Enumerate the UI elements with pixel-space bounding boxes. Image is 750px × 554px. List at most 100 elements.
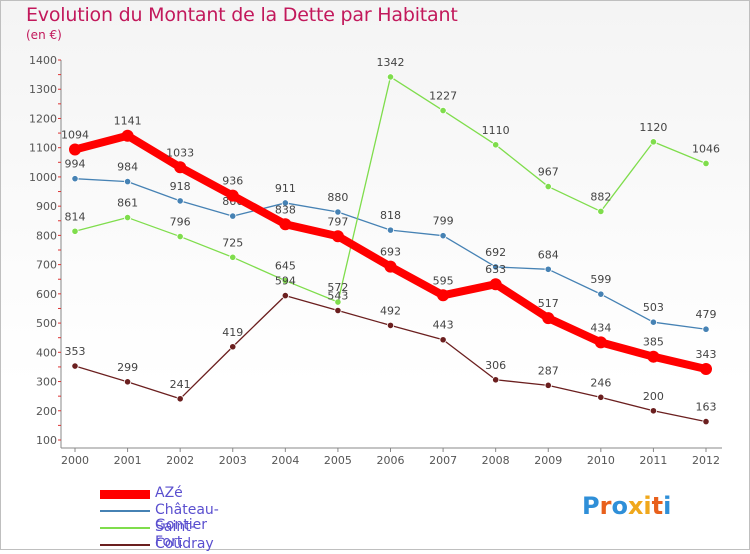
y-tick-label: 1000 <box>29 171 57 184</box>
y-tick-label: 600 <box>36 288 57 301</box>
data-point <box>542 312 555 325</box>
data-label: 599 <box>590 273 611 286</box>
data-label: 443 <box>433 319 454 332</box>
data-label: 595 <box>433 274 454 287</box>
data-point <box>229 253 237 261</box>
data-point <box>121 129 134 142</box>
data-label: 994 <box>65 158 86 171</box>
data-point <box>700 362 712 375</box>
logo-letter: i <box>663 492 672 520</box>
proxiti-logo: Proxiti <box>582 492 671 520</box>
data-label: 241 <box>170 378 191 391</box>
data-label: 306 <box>485 359 506 372</box>
data-label: 503 <box>643 301 664 314</box>
data-point <box>123 378 132 386</box>
data-label: 725 <box>222 236 243 249</box>
data-point <box>702 417 710 426</box>
data-label: 633 <box>485 263 506 276</box>
data-point <box>544 182 552 191</box>
x-tick-label: 2007 <box>429 454 457 467</box>
data-label: 419 <box>222 326 243 339</box>
data-label: 572 <box>327 281 348 294</box>
data-point <box>597 393 605 401</box>
data-label: 645 <box>275 260 296 273</box>
y-tick-label: 1400 <box>29 54 57 67</box>
data-label: 353 <box>65 345 86 358</box>
x-tick-label: 2009 <box>534 454 562 467</box>
data-point <box>702 325 710 333</box>
y-tick-label: 300 <box>36 376 57 389</box>
data-label: 1110 <box>482 124 510 137</box>
data-point <box>492 263 500 271</box>
data-point <box>71 175 79 183</box>
y-tick-label: 800 <box>36 229 57 242</box>
y-tick-label: 1100 <box>29 142 57 155</box>
data-point <box>334 208 342 216</box>
data-point <box>71 227 79 235</box>
data-point <box>386 226 395 234</box>
data-label: 1227 <box>429 90 457 103</box>
data-point <box>174 161 187 174</box>
legend-label-saint-fort: Saint-Fort <box>155 519 196 550</box>
data-point <box>702 159 710 168</box>
data-label: 882 <box>590 190 611 203</box>
data-label: 814 <box>65 210 86 223</box>
legend-swatch-chateau-gontier <box>100 510 150 512</box>
data-point <box>229 212 237 220</box>
data-label: 936 <box>222 175 243 188</box>
data-label: 517 <box>538 297 559 310</box>
data-label: 543 <box>327 290 348 303</box>
y-tick-label: 900 <box>36 200 57 213</box>
x-tick-label: 2008 <box>482 454 510 467</box>
data-point <box>123 178 132 186</box>
logo-letter: t <box>651 492 664 520</box>
data-label: 796 <box>170 216 191 229</box>
x-tick-label: 2006 <box>377 454 405 467</box>
y-tick-label: 500 <box>36 317 57 330</box>
data-point <box>439 336 447 344</box>
data-label: 797 <box>327 215 348 228</box>
y-tick-label: 1200 <box>29 112 57 125</box>
data-label: 967 <box>538 166 559 179</box>
data-point <box>439 106 447 115</box>
data-label: 343 <box>696 348 717 361</box>
logo-letter: o <box>611 492 628 520</box>
data-point <box>492 141 500 149</box>
data-label: 692 <box>485 246 506 259</box>
data-label: 684 <box>538 248 559 261</box>
data-label: 693 <box>380 246 401 259</box>
data-label: 246 <box>590 376 611 389</box>
data-point <box>647 350 660 363</box>
y-tick-label: 200 <box>36 405 57 418</box>
data-point <box>437 289 450 302</box>
y-tick-label: 1300 <box>29 83 57 96</box>
data-point <box>649 407 658 415</box>
data-point <box>71 362 79 370</box>
x-tick-label: 2010 <box>587 454 615 467</box>
chart-title: Evolution du Montant de la Dette par Hab… <box>26 4 458 26</box>
data-label: 479 <box>696 308 717 321</box>
y-tick-label: 400 <box>36 346 57 359</box>
data-point <box>489 278 502 291</box>
data-label: 594 <box>275 275 296 288</box>
data-point <box>123 213 132 222</box>
data-label: 434 <box>590 321 611 334</box>
logo-letter: i <box>643 492 652 520</box>
data-label: 1033 <box>166 146 194 159</box>
data-label: 880 <box>327 191 348 204</box>
data-point <box>597 290 605 298</box>
data-point <box>544 265 552 273</box>
data-label: 818 <box>380 209 401 222</box>
data-point <box>439 232 447 240</box>
data-label: 918 <box>170 180 191 193</box>
x-tick-label: 2002 <box>166 454 194 467</box>
data-point <box>279 218 292 231</box>
data-point <box>176 395 184 403</box>
logo-letter: r <box>599 492 612 520</box>
data-label: 838 <box>275 203 296 216</box>
data-point <box>649 318 658 326</box>
data-label: 163 <box>696 401 717 414</box>
data-label: 385 <box>643 336 664 349</box>
